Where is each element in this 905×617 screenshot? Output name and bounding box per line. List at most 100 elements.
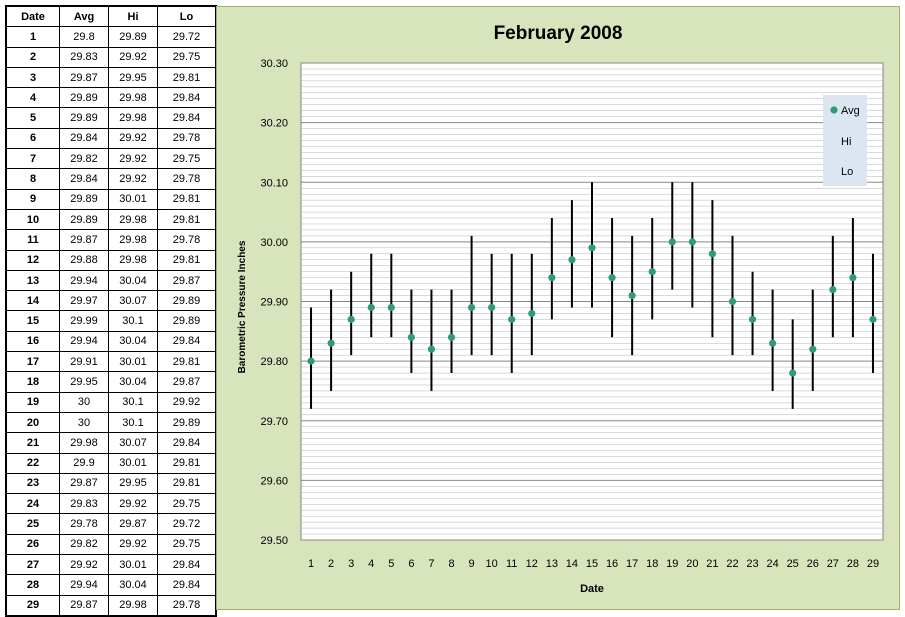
cell-avg: 29.98 xyxy=(59,432,109,454)
cell-date: 27 xyxy=(5,554,60,576)
cell-lo: 29.72 xyxy=(157,513,217,535)
cell-hi: 29.87 xyxy=(108,513,158,535)
cell-lo: 29.92 xyxy=(157,391,217,413)
x-tick-label: 12 xyxy=(526,558,538,570)
avg-point xyxy=(809,345,817,353)
cell-date: 8 xyxy=(5,168,60,190)
avg-point xyxy=(447,333,456,341)
cell-hi: 30.07 xyxy=(108,290,158,312)
cell-hi: 30.04 xyxy=(108,330,158,353)
x-tick-label: 19 xyxy=(666,558,678,570)
cell-lo: 29.75 xyxy=(157,46,217,68)
cell-date: 3 xyxy=(5,66,60,89)
avg-point xyxy=(789,369,797,377)
x-tick-label: 1 xyxy=(308,558,314,570)
cell-hi: 30.01 xyxy=(108,188,158,210)
cell-avg: 29.94 xyxy=(59,330,109,353)
cell-lo: 29.81 xyxy=(157,66,217,89)
cell-lo: 29.78 xyxy=(157,229,217,251)
cell-avg: 29.91 xyxy=(59,351,109,373)
x-tick-label: 3 xyxy=(348,558,354,570)
table-header-row: Date Avg Hi Lo xyxy=(5,5,217,28)
cell-avg: 29.8 xyxy=(59,26,109,48)
cell-date: 2 xyxy=(5,46,60,68)
cell-avg: 29.89 xyxy=(59,107,109,129)
avg-point xyxy=(307,357,315,365)
y-tick-label: 29.50 xyxy=(260,535,288,547)
avg-point xyxy=(728,297,737,306)
cell-date: 11 xyxy=(5,229,60,251)
cell-date: 25 xyxy=(5,513,60,535)
cell-avg: 29.94 xyxy=(59,574,109,596)
cell-avg: 29.88 xyxy=(59,249,109,271)
data-table-container: Date Avg Hi Lo 1 29.8 29.89 29.72 2 29.8 3 29.9… xyxy=(5,5,217,617)
cell-avg: 29.87 xyxy=(59,66,109,89)
cell-lo: 29.81 xyxy=(157,351,217,373)
cell-date: 29 xyxy=(5,594,60,617)
cell-hi: 29.98 xyxy=(108,229,158,251)
avg-point xyxy=(387,303,395,312)
cell-date: 17 xyxy=(5,351,60,373)
x-tick-label: 9 xyxy=(469,558,475,570)
table-row: 22 29.9 30.01 29.81 xyxy=(5,452,217,474)
cell-avg: 29.89 xyxy=(59,87,109,109)
avg-point xyxy=(467,303,476,312)
table-row: 1 29.8 29.89 29.72 xyxy=(5,26,217,48)
x-tick-label: 28 xyxy=(847,558,859,570)
avg-point xyxy=(628,291,636,300)
chart-title: February 2008 xyxy=(494,23,623,44)
table-row: 14 29.97 30.07 29.89 xyxy=(5,290,217,312)
cell-hi: 30.07 xyxy=(108,432,158,454)
table-row: 12 29.88 29.98 29.81 xyxy=(5,249,217,271)
cell-avg: 29.99 xyxy=(59,310,109,332)
table-row: 29 29.87 29.98 29.78 xyxy=(5,594,217,617)
x-tick-label: 23 xyxy=(746,558,758,570)
table-row: 5 29.89 29.98 29.84 xyxy=(5,107,217,129)
avg-point xyxy=(367,303,375,312)
x-tick-label: 13 xyxy=(546,558,558,570)
cell-hi: 30.1 xyxy=(108,391,158,413)
cell-date: 16 xyxy=(5,330,60,353)
cell-hi: 30.04 xyxy=(108,371,158,393)
table-row: 18 29.95 30.04 29.87 xyxy=(5,371,217,393)
cell-avg: 29.78 xyxy=(59,513,109,535)
table-row: 10 29.89 29.98 29.81 xyxy=(5,208,217,231)
cell-lo: 29.84 xyxy=(157,107,217,129)
cell-hi: 30.1 xyxy=(108,310,158,332)
cell-hi: 30.01 xyxy=(108,554,158,576)
table-row: 26 29.82 29.92 29.75 xyxy=(5,533,217,556)
header-lo: Lo xyxy=(157,5,217,28)
x-tick-label: 17 xyxy=(626,558,638,570)
cell-date: 12 xyxy=(5,249,60,271)
avg-point xyxy=(748,315,757,323)
cell-lo: 29.84 xyxy=(157,432,217,454)
avg-point xyxy=(548,274,556,282)
x-tick-label: 7 xyxy=(428,558,434,570)
cell-lo: 29.89 xyxy=(157,411,217,434)
avg-point xyxy=(568,256,576,264)
cell-hi: 30.01 xyxy=(108,351,158,373)
header-date: Date xyxy=(5,5,60,28)
cell-lo: 29.89 xyxy=(157,290,217,312)
cell-date: 1 xyxy=(5,26,60,48)
x-tick-label: 5 xyxy=(388,558,394,570)
header-avg: Avg xyxy=(59,5,109,28)
cell-hi: 29.92 xyxy=(108,127,158,150)
cell-date: 26 xyxy=(5,533,60,556)
cell-lo: 29.81 xyxy=(157,472,217,495)
legend-label-hi: Hi xyxy=(841,136,851,148)
avg-point xyxy=(508,315,516,323)
cell-hi: 29.95 xyxy=(108,472,158,495)
table-row: 17 29.91 30.01 29.81 xyxy=(5,351,217,373)
header-hi: Hi xyxy=(108,5,158,28)
cell-date: 20 xyxy=(5,411,60,434)
cell-avg: 29.84 xyxy=(59,127,109,150)
avg-point xyxy=(488,303,496,312)
cell-date: 19 xyxy=(5,391,60,413)
x-tick-label: 25 xyxy=(787,558,799,570)
cell-avg: 29.87 xyxy=(59,229,109,251)
cell-hi: 29.98 xyxy=(108,208,158,231)
avg-point xyxy=(347,315,355,323)
cell-lo: 29.78 xyxy=(157,594,217,617)
chart-panel: 29.50 29.60 29.70 29.80 29.90 30.00 30.10 30.20… xyxy=(216,6,900,610)
